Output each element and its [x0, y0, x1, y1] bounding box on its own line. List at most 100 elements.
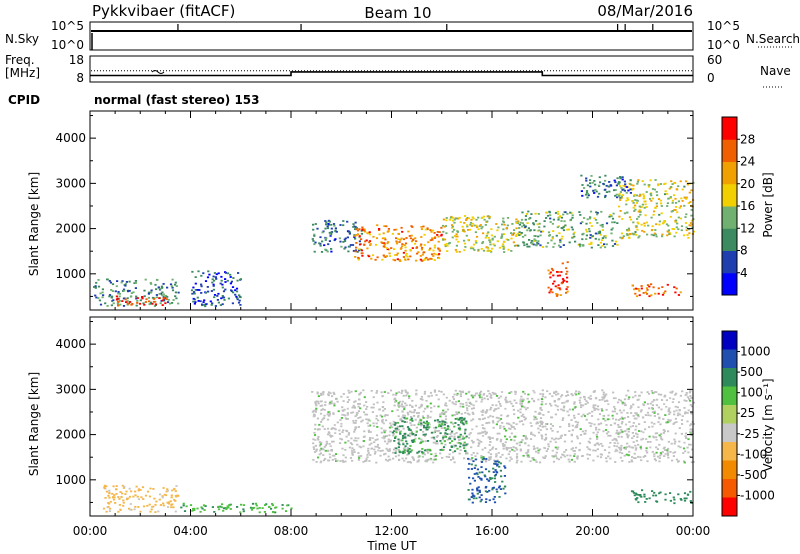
- data-cell: [667, 418, 670, 421]
- data-cell: [652, 213, 655, 216]
- freq-tick-bottom: 8: [76, 71, 84, 85]
- data-cell: [642, 456, 645, 458]
- data-cell: [410, 416, 413, 418]
- data-cell: [635, 492, 638, 495]
- data-cell: [506, 217, 510, 219]
- data-cell: [493, 501, 497, 504]
- data-cell: [403, 421, 406, 423]
- data-cell: [316, 391, 319, 394]
- data-cell: [426, 228, 429, 231]
- data-cell: [169, 283, 173, 286]
- data-cell: [495, 488, 498, 491]
- data-cell: [643, 230, 646, 233]
- data-cell: [227, 506, 230, 509]
- data-cell: [239, 278, 242, 280]
- data-cell: [613, 422, 617, 425]
- data-cell: [171, 489, 174, 492]
- data-cell: [673, 286, 676, 289]
- data-cell: [521, 405, 524, 408]
- data-cell: [476, 468, 479, 471]
- data-cell: [499, 403, 502, 405]
- data-cell: [505, 238, 508, 241]
- data-cell: [469, 223, 472, 226]
- data-cell: [395, 431, 398, 434]
- data-cell: [362, 411, 366, 414]
- data-cell: [505, 457, 508, 460]
- data-cell: [341, 406, 344, 409]
- data-cell: [462, 423, 465, 426]
- data-cell: [404, 246, 407, 249]
- data-cell: [601, 409, 604, 412]
- data-cell: [508, 436, 511, 438]
- data-cell: [488, 458, 491, 460]
- data-cell: [478, 443, 481, 445]
- data-cell: [313, 233, 316, 236]
- data-cell: [450, 224, 454, 226]
- data-cell: [373, 425, 376, 427]
- data-cell: [648, 497, 651, 500]
- data-cell: [675, 421, 678, 423]
- data-cell: [467, 436, 471, 439]
- data-cell: [583, 187, 586, 189]
- data-cell: [355, 246, 358, 249]
- data-cell: [524, 234, 527, 237]
- data-cell: [506, 422, 509, 425]
- data-cell: [537, 235, 540, 238]
- data-cell: [473, 495, 476, 498]
- data-cell: [397, 405, 400, 407]
- data-cell: [686, 234, 689, 236]
- data-cell: [459, 449, 462, 452]
- data-cell: [199, 510, 202, 513]
- data-cell: [599, 224, 602, 227]
- data-cell: [463, 417, 466, 420]
- data-cell: [250, 508, 254, 511]
- data-cell: [455, 400, 458, 403]
- data-cell: [611, 410, 614, 413]
- data-cell: [654, 459, 657, 462]
- data-cell: [515, 235, 518, 237]
- data-cell: [563, 220, 566, 223]
- data-cell: [399, 248, 402, 250]
- data-cell: [530, 431, 533, 434]
- data-cell: [404, 434, 407, 437]
- data-cell: [598, 423, 601, 425]
- data-cell: [686, 183, 689, 186]
- data-cell: [444, 436, 447, 438]
- data-cell: [488, 438, 492, 440]
- data-cell: [539, 407, 542, 410]
- data-cell: [474, 231, 477, 234]
- data-cell: [211, 278, 214, 281]
- data-cell: [211, 281, 214, 284]
- data-cell: [587, 396, 590, 399]
- data-cell: [497, 417, 500, 419]
- data-cell: [633, 233, 637, 235]
- data-cell: [385, 435, 388, 437]
- data-cell: [618, 398, 621, 401]
- data-cell: [321, 425, 324, 428]
- data-cell: [692, 401, 696, 404]
- data-cell: [429, 391, 433, 394]
- data-cell: [451, 236, 454, 239]
- data-cell: [588, 243, 591, 246]
- data-cell: [371, 254, 375, 257]
- data-cell: [488, 470, 491, 473]
- data-cell: [628, 421, 631, 423]
- data-cell: [545, 217, 548, 219]
- data-cell: [655, 404, 658, 407]
- data-cell: [687, 451, 690, 454]
- data-cell: [445, 422, 448, 424]
- data-cell: [420, 226, 423, 228]
- data-cell: [545, 245, 548, 248]
- data-cell: [611, 417, 615, 420]
- data-cell: [491, 237, 494, 240]
- data-cell: [328, 414, 331, 417]
- data-cell: [384, 238, 387, 241]
- data-cell: [281, 507, 284, 510]
- velocity-data: [102, 389, 696, 514]
- data-cell: [522, 398, 525, 401]
- data-cell: [633, 417, 636, 420]
- data-cell: [635, 194, 638, 197]
- data-cell: [566, 276, 569, 279]
